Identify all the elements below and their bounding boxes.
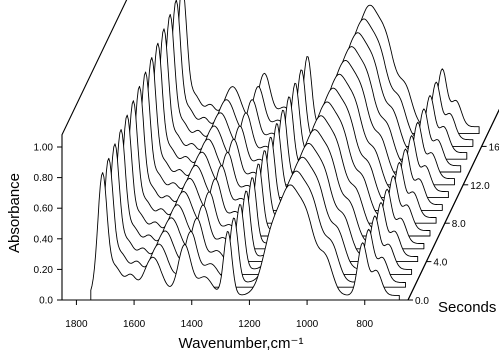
x-tick-label-3: 1200: [238, 319, 261, 330]
z-tick-label-1: 4.0: [433, 258, 447, 269]
x-tick-label-5: 800: [356, 319, 373, 330]
y-tick-label-5: 1.00: [34, 143, 54, 154]
y-axis-title: Absorbance: [6, 173, 23, 253]
z-tick-label-2: 8.0: [452, 219, 466, 230]
y-tick-label-4: 0.80: [34, 173, 54, 184]
x-axis-title: Wavenumber,cm⁻¹: [179, 335, 304, 352]
x-tick-label-4: 1000: [296, 319, 319, 330]
z-tick-label-0: 0.0: [415, 296, 429, 307]
z-axis-title: Seconds: [438, 299, 496, 316]
spectrum-series-0: [90, 172, 400, 301]
series-group: [90, 0, 480, 301]
y-tick-label-0: 0.0: [39, 296, 53, 307]
axes-group: 1800 1600 1400 1200 1000 800 0.0 0.20 0.40 0.60 0.…: [34, 108, 499, 330]
z-tick-label-4: 16.0: [489, 142, 499, 153]
x-tick-label-2: 1400: [181, 319, 204, 330]
z-tick-label-3: 12.0: [470, 181, 490, 192]
y-tick-label-2: 0.40: [34, 234, 54, 245]
y-tick-label-1: 0.20: [34, 265, 54, 276]
x-tick-label-1: 1600: [123, 319, 146, 330]
z-axis-line: [407, 108, 499, 301]
x-tick-label-0: 1800: [65, 319, 88, 330]
y-tick-label-3: 0.60: [34, 204, 54, 215]
